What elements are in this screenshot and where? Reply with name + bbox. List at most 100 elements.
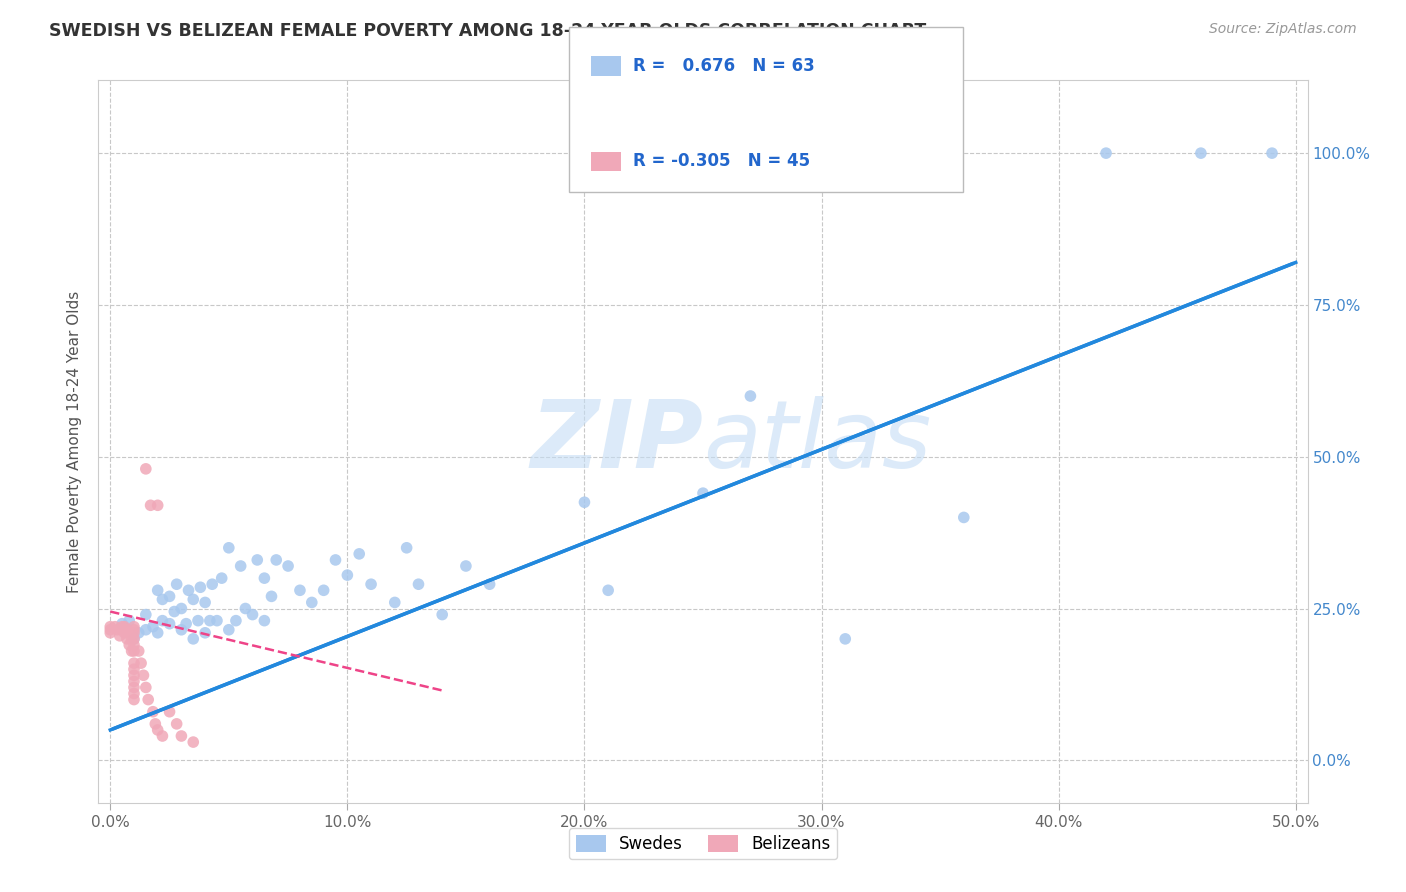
Point (325, 553, 347, 567)
Point (312, 583, 335, 598)
Point (235, 601, 257, 615)
Point (288, 583, 311, 598)
Point (190, 580, 212, 594)
Point (122, 625, 145, 640)
Point (122, 674, 145, 689)
Point (135, 681, 157, 695)
Point (118, 614, 141, 628)
Point (170, 729, 193, 743)
Point (181, 632, 204, 646)
Point (205, 614, 228, 628)
Point (194, 595, 217, 609)
Point (135, 462, 157, 476)
Point (139, 498, 162, 512)
Point (347, 547, 370, 561)
Text: R =   0.676   N = 63: R = 0.676 N = 63 (633, 57, 814, 75)
Point (692, 486, 714, 500)
Point (218, 623, 240, 637)
Point (122, 623, 145, 637)
Point (229, 559, 252, 574)
Point (105, 623, 128, 637)
Point (111, 623, 134, 637)
Point (146, 723, 169, 737)
Point (170, 601, 193, 615)
Point (163, 605, 186, 619)
Point (115, 632, 138, 646)
Point (142, 620, 165, 634)
Text: ZIP: ZIP (530, 395, 703, 488)
Point (122, 632, 145, 646)
Point (152, 592, 174, 607)
Point (174, 616, 197, 631)
Point (122, 662, 145, 676)
Point (740, 389, 762, 403)
Point (136, 692, 159, 706)
Point (114, 620, 136, 634)
Point (118, 625, 141, 640)
Point (253, 571, 276, 585)
Point (118, 638, 141, 652)
Point (454, 559, 477, 574)
Point (1261, 146, 1284, 161)
Point (598, 583, 620, 598)
Point (952, 510, 974, 524)
Point (129, 656, 152, 670)
Point (98, 623, 121, 637)
Point (218, 541, 240, 555)
Point (143, 717, 166, 731)
Point (122, 632, 145, 646)
Point (177, 583, 200, 598)
Point (574, 495, 596, 509)
Point (198, 614, 221, 628)
Point (121, 644, 143, 658)
Point (132, 668, 155, 682)
Point (122, 644, 145, 658)
Point (159, 705, 181, 719)
Point (1095, 146, 1118, 161)
Point (194, 625, 217, 640)
Point (246, 553, 269, 567)
Y-axis label: Female Poverty Among 18-24 Year Olds: Female Poverty Among 18-24 Year Olds (66, 291, 82, 592)
Point (152, 614, 174, 628)
Point (277, 559, 299, 574)
Point (181, 735, 204, 749)
Point (146, 498, 169, 512)
Point (181, 592, 204, 607)
Legend: Swedes, Belizeans: Swedes, Belizeans (569, 828, 837, 860)
Point (159, 616, 181, 631)
Point (114, 625, 136, 640)
Point (384, 595, 406, 609)
Text: SWEDISH VS BELIZEAN FEMALE POVERTY AMONG 18-24 YEAR OLDS CORRELATION CHART: SWEDISH VS BELIZEAN FEMALE POVERTY AMONG… (49, 22, 927, 40)
Point (122, 686, 145, 700)
Point (135, 623, 157, 637)
Point (98, 620, 121, 634)
Point (122, 668, 145, 682)
Point (301, 595, 323, 609)
Point (242, 607, 264, 622)
Point (166, 717, 188, 731)
Point (478, 577, 501, 591)
Point (170, 623, 193, 637)
Point (159, 590, 181, 604)
Point (336, 568, 359, 582)
Point (98, 625, 121, 640)
Point (146, 583, 169, 598)
Point (432, 607, 454, 622)
Point (146, 625, 169, 640)
Point (128, 644, 150, 658)
Point (201, 577, 224, 591)
Point (128, 625, 150, 640)
Point (166, 577, 188, 591)
Point (260, 590, 283, 604)
Point (211, 571, 233, 585)
Point (253, 614, 276, 628)
Point (395, 541, 418, 555)
Point (122, 620, 145, 634)
Text: Source: ZipAtlas.com: Source: ZipAtlas.com (1209, 22, 1357, 37)
Point (834, 632, 856, 646)
Point (111, 620, 134, 634)
Point (225, 614, 247, 628)
Text: atlas: atlas (703, 396, 931, 487)
Point (122, 681, 145, 695)
Point (152, 729, 174, 743)
